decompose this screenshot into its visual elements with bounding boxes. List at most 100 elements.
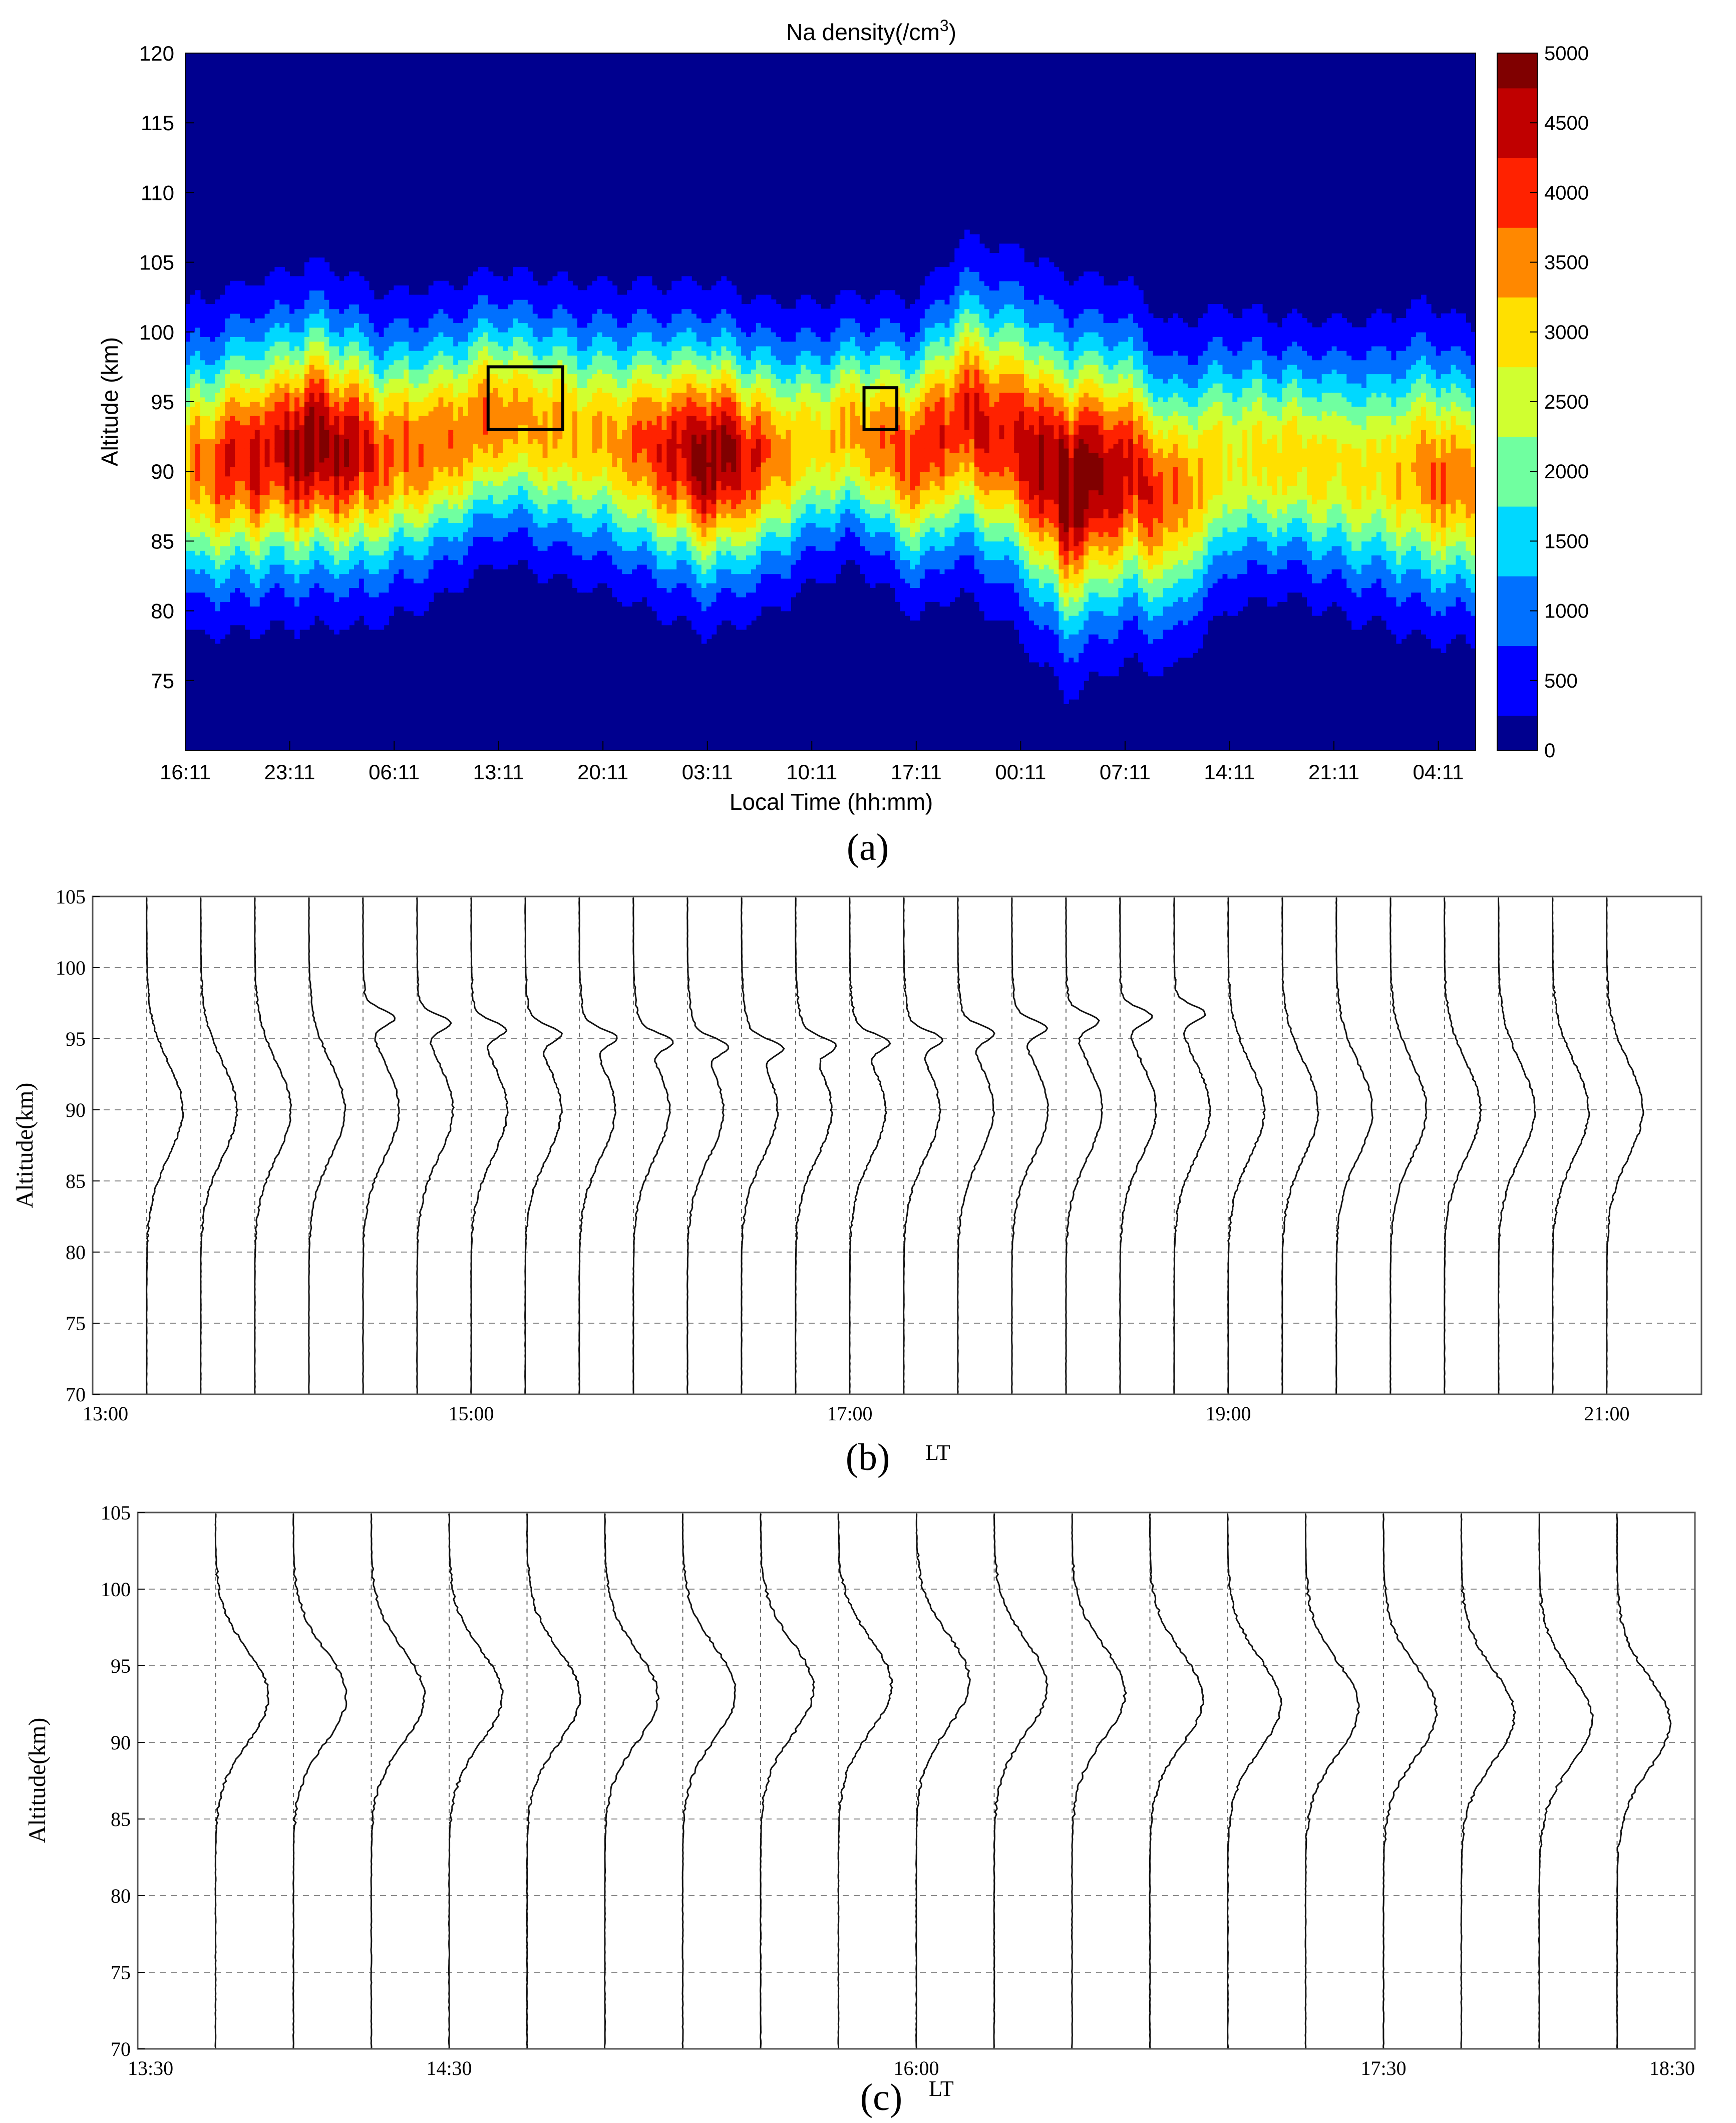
heatmap-cell [354, 578, 360, 583]
heatmap-cell [339, 531, 344, 537]
heatmap-cell [448, 383, 454, 388]
heatmap-column [374, 299, 380, 630]
heatmap-cell [493, 494, 499, 500]
heatmap-cell [190, 374, 196, 379]
heatmap-cell [463, 448, 469, 453]
heatmap-cell [523, 453, 528, 458]
heatmap-cell [428, 402, 434, 407]
heatmap-cell [279, 341, 285, 347]
heatmap-cell [264, 457, 270, 463]
heatmap-cell [190, 513, 196, 518]
heatmap-cell [433, 462, 439, 467]
heatmap-cell [259, 620, 265, 626]
heatmap-cell [220, 374, 226, 379]
heatmap-cell [195, 290, 201, 295]
heatmap-cell [195, 337, 201, 342]
heatmap-cell [404, 294, 409, 300]
heatmap-cell [344, 596, 350, 602]
heatmap-cell [279, 420, 285, 426]
heatmap-cell [319, 327, 325, 333]
heatmap-cell [319, 596, 325, 602]
heatmap-cell [379, 388, 385, 393]
heatmap-cell [220, 388, 226, 393]
heatmap-cell [468, 337, 474, 342]
heatmap-cell [404, 369, 409, 375]
heatmap-cell [205, 355, 211, 361]
heatmap-cell [503, 346, 508, 351]
heatmap-cell [339, 369, 344, 375]
heatmap-cell [523, 280, 528, 286]
heatmap-cell [230, 601, 235, 607]
heatmap-cell [329, 596, 335, 602]
heatmap-cell [438, 573, 444, 579]
heatmap-cell [443, 341, 449, 347]
heatmap-cell [329, 457, 335, 463]
heatmap-cell [190, 545, 196, 551]
heatmap-cell [210, 318, 216, 324]
heatmap-cell [438, 411, 444, 416]
heatmap-cell [488, 346, 494, 351]
heatmap-cell [523, 415, 528, 421]
heatmap-cell [433, 499, 439, 504]
heatmap-cell [478, 550, 484, 556]
heatmap-cell [488, 448, 494, 453]
heatmap-cell [404, 569, 409, 574]
heatmap-cell [418, 434, 424, 440]
heatmap-cell [433, 453, 439, 458]
heatmap-cell [413, 569, 419, 574]
heatmap-cell [220, 392, 226, 398]
heatmap-column [240, 280, 245, 626]
heatmap-cell [369, 527, 375, 532]
heatmap-cell [473, 480, 479, 486]
heatmap-cell [394, 350, 399, 356]
heatmap-cell [215, 364, 221, 370]
heatmap-cell [210, 457, 216, 463]
heatmap-cell [294, 341, 300, 347]
heatmap-cell [453, 522, 459, 528]
heatmap-cell [344, 323, 350, 328]
heatmap-cell [319, 457, 325, 463]
heatmap-cell [339, 541, 344, 546]
heatmap-cell [324, 276, 330, 281]
heatmap-cell [344, 411, 350, 416]
heatmap-cell [523, 318, 528, 324]
heatmap-cell [225, 402, 230, 407]
heatmap-cell [463, 397, 469, 402]
heatmap-cell [384, 499, 390, 504]
heatmap-cell [289, 457, 295, 463]
heatmap-cell [339, 499, 344, 504]
heatmap-cell [225, 615, 230, 621]
heatmap-cell [294, 392, 300, 398]
heatmap-cell [210, 429, 216, 435]
heatmap-cell [513, 318, 518, 324]
heatmap-cell [349, 304, 355, 310]
heatmap-cell [294, 374, 300, 379]
heatmap-cell [498, 313, 504, 319]
heatmap-cell [185, 555, 191, 560]
heatmap-cell [473, 559, 479, 565]
heatmap-cell [319, 262, 325, 267]
heatmap-cell [379, 527, 385, 532]
heatmap-cell [478, 457, 484, 463]
heatmap-cell [195, 504, 201, 509]
heatmap-cell [225, 536, 230, 542]
heatmap-cell [344, 402, 350, 407]
heatmap-cell [294, 536, 300, 542]
heatmap-cell [240, 596, 245, 602]
heatmap-cell [190, 466, 196, 472]
heatmap-cell [513, 518, 518, 523]
heatmap-cell [304, 476, 310, 481]
heatmap-cell [344, 453, 350, 458]
heatmap-cell [309, 280, 315, 286]
heatmap-cell [523, 276, 528, 281]
heatmap-cell [468, 569, 474, 574]
heatmap-cell [210, 466, 216, 472]
heatmap-cell [210, 620, 216, 626]
heatmap-cell [195, 429, 201, 435]
heatmap-cell [314, 378, 320, 384]
heatmap-cell [354, 364, 360, 370]
heatmap-cell [349, 531, 355, 537]
heatmap-cell [413, 332, 419, 337]
heatmap-cell [458, 378, 464, 384]
heatmap-cell [523, 360, 528, 365]
